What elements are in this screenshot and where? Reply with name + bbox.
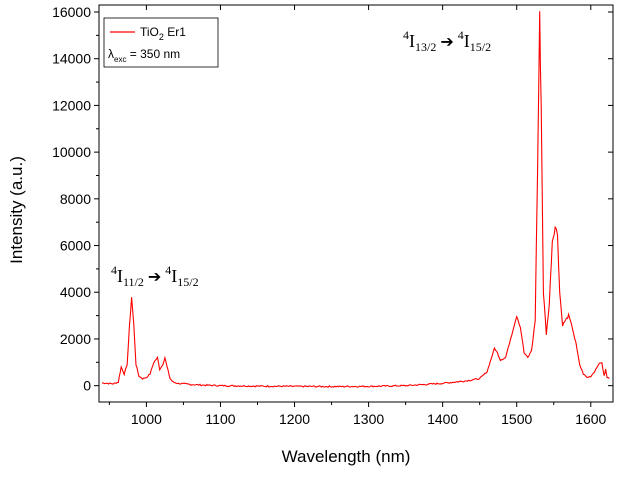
- annotation-transition-1: 4I11/2 ➔ 4I15/2: [111, 263, 199, 289]
- y-tick-label: 16000: [52, 4, 91, 20]
- y-tick-label: 2000: [60, 331, 91, 347]
- x-tick-label: 1400: [427, 411, 458, 427]
- y-tick-label: 12000: [52, 97, 91, 113]
- x-axis-title: Wavelength (nm): [282, 447, 411, 466]
- y-tick-label: 6000: [60, 238, 91, 254]
- plot-frame: [98, 4, 614, 403]
- x-tick-label: 1200: [279, 411, 310, 427]
- x-tick-label: 1500: [501, 411, 532, 427]
- y-tick-label: 4000: [60, 284, 91, 300]
- x-tick-label: 1100: [205, 411, 235, 427]
- x-axis-ticks: 1000 1100 1200 1300 1400 1500 1600: [108, 5, 607, 427]
- annotation-transition-2: 4I13/2 ➔ 4I15/2: [403, 28, 491, 54]
- y-tick-label: 10000: [52, 144, 91, 160]
- y-tick-label: 14000: [52, 51, 91, 67]
- legend-box: [103, 17, 219, 68]
- y-axis-title: Intensity (a.u.): [7, 156, 26, 264]
- legend: TiO2 Er1 λexc = 350 nm: [103, 17, 219, 68]
- series-line: [102, 11, 610, 388]
- y-tick-label: 0: [83, 378, 91, 394]
- legend-entry-label: TiO2 Er1: [140, 25, 186, 42]
- series-layer: [102, 11, 610, 388]
- x-tick-label: 1300: [353, 411, 384, 427]
- x-tick-label: 1600: [575, 411, 606, 427]
- x-tick-label: 1000: [131, 411, 162, 427]
- y-axis-ticks: 0 2000 4000 6000 8000 10000 12000 14000 16000: [52, 4, 613, 394]
- legend-excitation-label: λexc = 350 nm: [108, 47, 180, 64]
- y-tick-label: 8000: [60, 191, 91, 207]
